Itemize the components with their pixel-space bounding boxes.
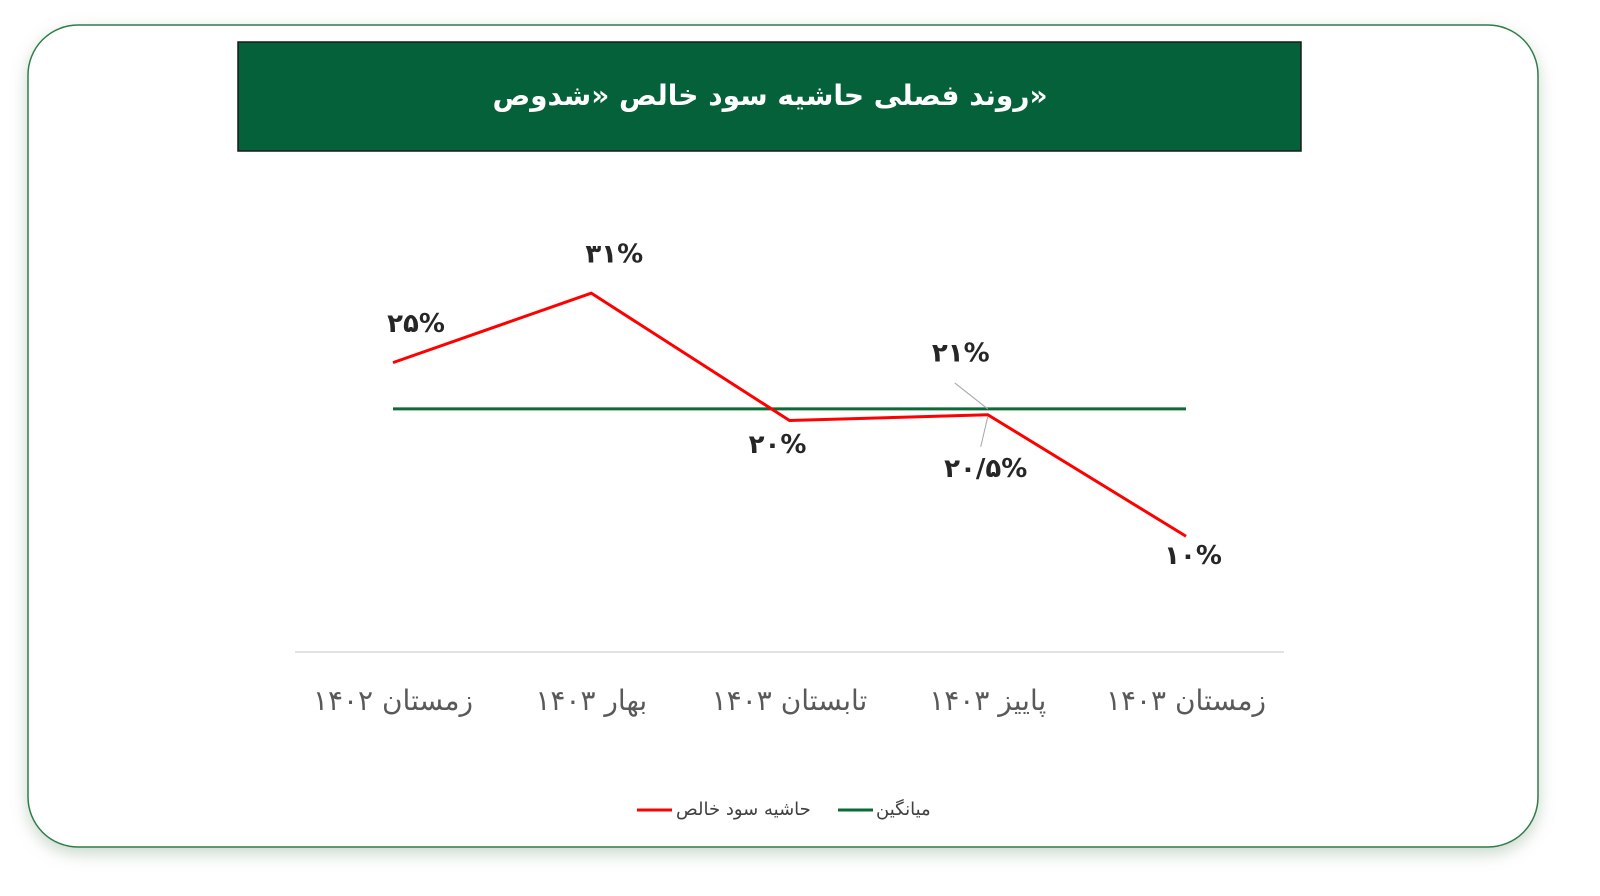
x-tick-label: زمستان ۱۴۰۳ bbox=[1106, 684, 1266, 717]
value-label: ۲۱% bbox=[932, 338, 990, 368]
leader-line bbox=[980, 416, 989, 447]
value-label: ۲۰/۵% bbox=[944, 454, 1027, 484]
x-tick-label: پاییز ۱۴۰۳ bbox=[929, 684, 1046, 717]
leader-line bbox=[954, 382, 989, 410]
legend-label: حاشیه سود خالص bbox=[676, 799, 811, 820]
x-tick-label: زمستان ۱۴۰۲ bbox=[313, 684, 473, 717]
value-label: ۱۰% bbox=[1164, 541, 1222, 571]
x-tick-label: تابستان ۱۴۰۳ bbox=[712, 684, 868, 717]
value-label: ۳۱% bbox=[585, 240, 643, 270]
card bbox=[27, 24, 1539, 848]
legend-label: میانگین bbox=[876, 798, 931, 820]
title-box bbox=[237, 41, 1302, 152]
chart-title: روند فصلی حاشیه سود خالص «شدوص» bbox=[492, 79, 1047, 112]
series-line bbox=[392, 291, 1187, 538]
x-tick-label: بهار ۱۴۰۳ bbox=[535, 684, 647, 717]
value-label: ۲۵% bbox=[387, 309, 445, 339]
value-label: ۲۰% bbox=[749, 430, 807, 460]
